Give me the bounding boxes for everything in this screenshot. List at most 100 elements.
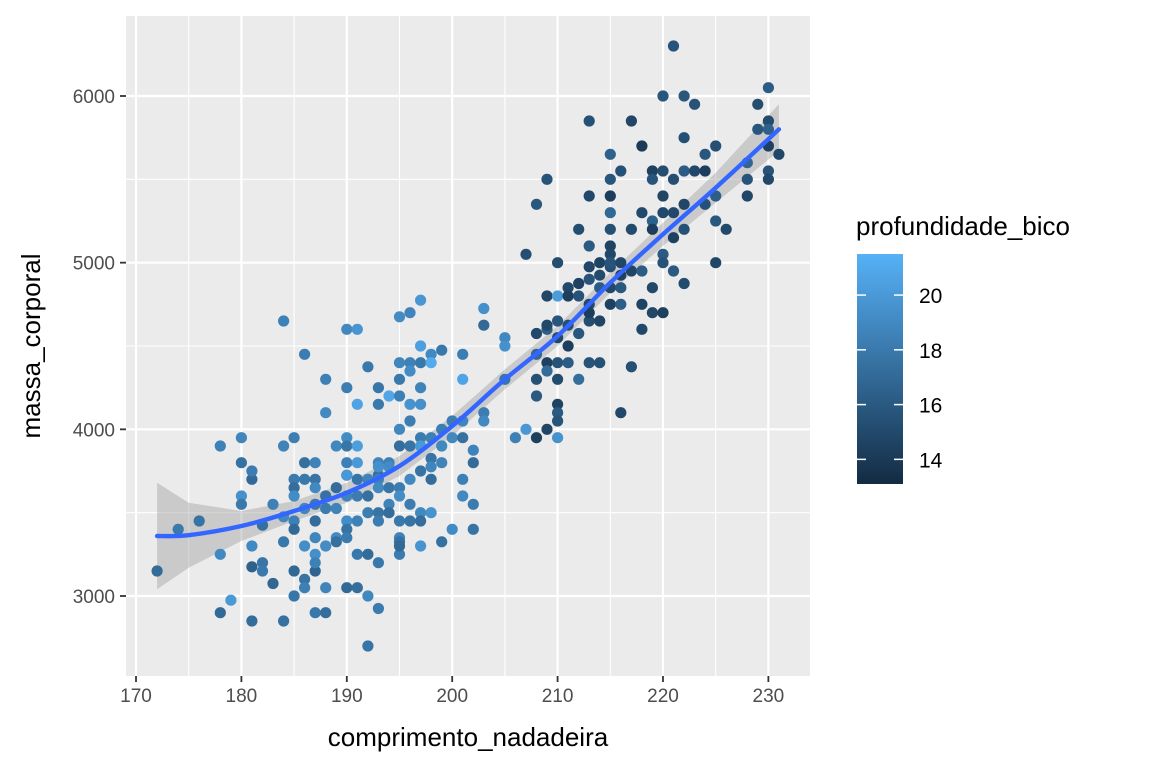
data-point [278, 440, 290, 452]
data-point [246, 615, 258, 627]
data-point [404, 498, 416, 510]
data-point [762, 173, 775, 185]
data-point [351, 323, 363, 335]
y-tick-label: 6000 [73, 87, 115, 108]
data-point [710, 190, 722, 202]
data-point [235, 432, 247, 444]
data-point [425, 473, 437, 485]
data-point [552, 357, 564, 369]
confidence-band [157, 104, 779, 590]
data-point [341, 469, 353, 481]
data-point [604, 173, 616, 185]
data-point [594, 315, 606, 327]
data-point [288, 523, 300, 535]
data-point [383, 507, 395, 519]
data-point [657, 307, 669, 319]
data-point [362, 507, 374, 519]
data-point [678, 277, 690, 290]
data-point [341, 523, 353, 535]
data-point [415, 507, 427, 519]
data-point [583, 273, 595, 285]
data-point [330, 536, 342, 548]
data-point [288, 482, 300, 494]
data-point [320, 407, 332, 419]
data-point [256, 565, 269, 577]
data-point [762, 165, 775, 177]
data-point [646, 215, 659, 227]
data-point [341, 432, 353, 444]
data-point [499, 332, 511, 344]
data-point [646, 173, 659, 185]
data-point [657, 207, 669, 219]
data-point [436, 344, 448, 356]
grid-minor [126, 16, 810, 676]
data-point [615, 407, 627, 419]
data-point [393, 490, 406, 502]
data-point [415, 398, 427, 410]
data-point [288, 473, 300, 485]
data-point [404, 365, 416, 377]
data-point [646, 282, 659, 294]
data-point [573, 277, 585, 290]
data-point [436, 440, 448, 452]
data-point [372, 515, 384, 527]
data-point [667, 40, 680, 52]
data-point [457, 373, 469, 385]
data-point [552, 415, 564, 427]
colorbar-ticks: 14 16 18 20 [857, 285, 943, 472]
data-point [720, 223, 732, 235]
data-point [351, 515, 363, 527]
x-tick-label: 220 [647, 686, 679, 707]
data-point [541, 357, 553, 369]
data-point [351, 457, 363, 469]
data-point [636, 265, 648, 277]
data-point [393, 548, 406, 560]
data-point [393, 540, 406, 552]
data-point [320, 582, 332, 594]
y-axis-title: massa_corporal [16, 254, 46, 439]
data-point [710, 257, 722, 269]
data-point [246, 465, 258, 477]
data-point [678, 90, 690, 102]
data-point [393, 423, 406, 435]
data-point [573, 223, 585, 235]
data-point [583, 315, 595, 327]
y-tick-label: 5000 [73, 254, 115, 275]
data-point [657, 190, 669, 202]
data-point [393, 311, 406, 323]
data-point [530, 432, 543, 444]
data-point [636, 207, 648, 219]
data-point [583, 261, 595, 273]
data-point [214, 440, 226, 452]
data-point [246, 540, 258, 552]
data-point [309, 515, 321, 527]
data-point [278, 315, 290, 327]
data-point [678, 132, 690, 144]
data-point [552, 407, 564, 419]
data-point [372, 482, 384, 494]
data-point [351, 473, 363, 485]
data-point [309, 532, 321, 544]
data-point [552, 290, 564, 302]
data-point [583, 190, 595, 202]
data-point [404, 357, 416, 369]
data-point [235, 490, 247, 502]
data-point [678, 198, 690, 210]
data-point [562, 282, 574, 294]
data-point [235, 498, 247, 510]
x-axis: 170 180 190 200 210 220 230 [120, 676, 784, 707]
data-point [341, 515, 353, 527]
data-point [330, 482, 342, 494]
data-point [225, 594, 237, 606]
data-point [604, 257, 616, 269]
data-point [372, 602, 384, 615]
data-point [604, 240, 616, 252]
data-point [372, 382, 384, 394]
data-point [657, 257, 669, 269]
data-point [309, 607, 321, 619]
data-point [678, 223, 690, 235]
x-tick-label: 190 [331, 686, 363, 707]
data-point [625, 361, 638, 373]
data-point [699, 148, 711, 160]
data-point [415, 465, 427, 477]
